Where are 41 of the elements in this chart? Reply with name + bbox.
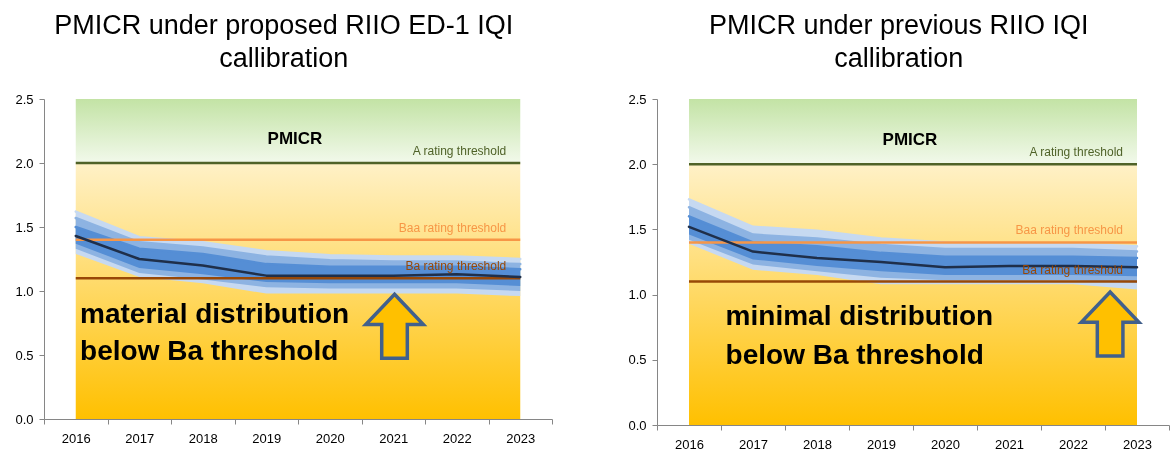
x-tick-label: 2017 [125, 430, 155, 446]
y-tick-label: 1.5 [628, 221, 647, 237]
x-tick-label: 2017 [739, 436, 768, 451]
x-tick-label: 2016 [675, 436, 704, 451]
y-tick-label: 2.0 [15, 155, 34, 171]
y-tick-label: 0.0 [628, 417, 647, 433]
x-tick-label: 2019 [867, 436, 896, 451]
line-series [74, 234, 522, 279]
ref-line-label: A rating threshold [1029, 145, 1123, 160]
ref-line-label: A rating threshold [412, 144, 507, 158]
x-tick-label: 2018 [803, 436, 832, 451]
ref-line-label: Baa rating threshold [398, 220, 507, 235]
y-tick-label: 1.0 [628, 287, 647, 303]
x-tick-label: 2019 [252, 430, 282, 446]
x-tick-label: 2018 [188, 430, 218, 446]
x-tick-label: 2021 [995, 436, 1024, 451]
x-tick-label: 2020 [931, 436, 960, 451]
x-tick-label: 2016 [61, 430, 91, 446]
x-tick-label: 2021 [379, 430, 409, 446]
annotation: PMICR [267, 129, 323, 148]
y-tick-label: 2.5 [15, 91, 34, 107]
y-tick-label: 0.5 [628, 352, 647, 368]
x-tick-label: 2023 [506, 430, 536, 446]
ref-line-label: Ba rating threshold [405, 259, 507, 274]
annotation: PMICR [882, 129, 938, 149]
x-tick-label: 2022 [442, 430, 472, 446]
ref-line-label: Baa rating threshold [1015, 223, 1123, 238]
y-tick-label: 2.0 [628, 156, 647, 172]
annotation: minimal distribution below Ba threshold [725, 300, 994, 371]
x-tick-label: 2020 [315, 430, 345, 446]
chart-title: PMICR under proposed RIIO ED-1 IQI callibration [54, 10, 514, 73]
ref-line-label: Ba rating threshold [1022, 262, 1123, 277]
y-tick-label: 1.5 [15, 219, 34, 235]
chart-title: PMICR under previous RIIO IQI callibration [708, 10, 1089, 73]
y-tick-label: 1.0 [15, 283, 34, 299]
y-tick-label: 0.0 [15, 411, 34, 427]
y-tick-label: 0.5 [15, 347, 34, 363]
x-tick-label: 2023 [1123, 436, 1152, 451]
y-tick-label: 2.5 [628, 91, 647, 107]
annotation: material distribution below Ba threshold [80, 298, 350, 366]
x-tick-label: 2022 [1059, 436, 1088, 451]
